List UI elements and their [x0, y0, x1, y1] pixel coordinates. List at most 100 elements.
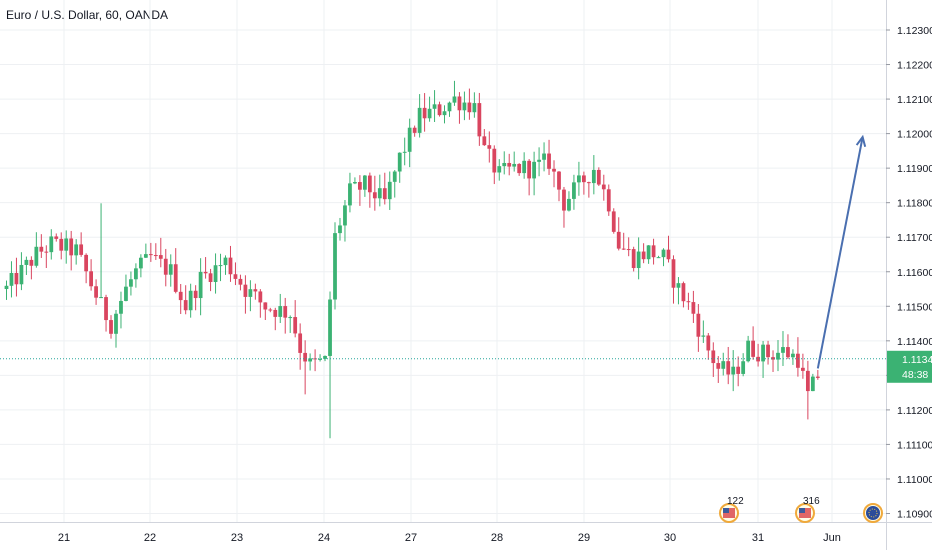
- candle-body: [542, 153, 546, 160]
- candle-body: [507, 162, 512, 167]
- candle-body: [308, 358, 313, 362]
- symbol-title: Euro / U.S. Dollar, 60, OANDA: [6, 8, 169, 22]
- candle-body: [805, 370, 810, 392]
- candle-body: [263, 302, 268, 310]
- candle-body: [104, 297, 108, 321]
- candle-body: [467, 102, 472, 113]
- candle-body: [173, 264, 178, 292]
- candle-body: [367, 175, 372, 193]
- y-tick-label: 1.12100: [897, 94, 932, 106]
- candle-body: [746, 340, 751, 362]
- candle-body: [138, 257, 143, 269]
- candle-body: [392, 171, 397, 182]
- candle-body: [303, 352, 308, 362]
- candle-body: [552, 168, 556, 172]
- candle-body: [766, 344, 770, 358]
- candle-body: [158, 255, 163, 259]
- candle-body: [19, 264, 24, 285]
- candle-body: [208, 273, 213, 282]
- candle-body: [776, 352, 780, 360]
- candle-body: [567, 198, 571, 211]
- candle-body: [796, 353, 800, 368]
- candle-body: [387, 181, 392, 200]
- candle-body: [183, 300, 188, 311]
- candle-body: [810, 376, 815, 392]
- candle-body: [318, 358, 322, 360]
- candle-body: [213, 265, 218, 282]
- candle-body: [168, 264, 173, 275]
- candle-body: [193, 290, 198, 299]
- candle-body: [89, 271, 93, 287]
- candle-body: [397, 152, 402, 172]
- y-tick-label: 1.12000: [897, 129, 932, 141]
- candle-body: [741, 361, 746, 374]
- candle-body: [228, 257, 233, 275]
- candle-body: [153, 255, 158, 257]
- candle-body: [268, 309, 273, 311]
- candle-body: [338, 225, 342, 234]
- x-tick-label: 23: [231, 532, 243, 544]
- price-tag-value: 1.11348: [902, 354, 932, 366]
- candle-body: [353, 182, 357, 184]
- candle-body: [4, 285, 9, 290]
- candle-body: [29, 259, 34, 266]
- candle-body: [532, 161, 536, 179]
- x-tick-label: 22: [144, 532, 156, 544]
- candle-body: [646, 245, 651, 260]
- candle-body: [293, 317, 298, 334]
- candle-body: [621, 248, 626, 250]
- candle-body: [771, 357, 775, 360]
- candle-body: [288, 317, 293, 319]
- candle-body: [681, 283, 686, 302]
- candle-body: [726, 361, 731, 375]
- candle-body: [716, 363, 721, 369]
- candle-body: [49, 236, 54, 253]
- x-tick-label: 27: [405, 532, 417, 544]
- candle-body: [686, 301, 691, 303]
- candle-body: [248, 289, 253, 297]
- candle-body: [333, 233, 337, 300]
- candle-body: [14, 272, 19, 285]
- candle-body: [596, 169, 601, 185]
- candle-body: [203, 271, 208, 274]
- candle-body: [233, 274, 238, 279]
- candle-body: [382, 188, 387, 200]
- candle-body: [557, 171, 561, 190]
- event-count: 316: [803, 496, 820, 507]
- candle-body: [134, 268, 138, 280]
- candle-body: [442, 111, 447, 116]
- candle-body: [562, 189, 566, 211]
- candle-body: [731, 366, 736, 375]
- y-tick-label: 1.11500: [897, 301, 932, 313]
- candle-body: [502, 162, 507, 167]
- candle-body: [482, 136, 487, 146]
- x-tick-label: 24: [318, 532, 330, 544]
- candle-body: [572, 182, 576, 199]
- x-tick-label: 21: [58, 532, 70, 544]
- candle-body: [492, 148, 497, 173]
- candle-body: [253, 289, 258, 292]
- y-tick-label: 1.11600: [897, 267, 932, 279]
- candle-body: [696, 313, 701, 337]
- candle-body: [736, 366, 741, 374]
- x-tick-label: 28: [491, 532, 503, 544]
- candle-body: [223, 257, 228, 266]
- candle-body: [517, 163, 522, 174]
- candle-body: [218, 265, 223, 267]
- candle-body: [477, 103, 482, 137]
- candle-body: [119, 300, 123, 314]
- candle-body: [348, 183, 352, 206]
- candle-body: [522, 160, 527, 174]
- candle-body: [124, 286, 128, 301]
- projection-arrow-line: [816, 136, 864, 369]
- candle-body: [462, 102, 467, 111]
- candle-body: [671, 259, 676, 288]
- price-tag-countdown: 48:38: [902, 369, 928, 381]
- candle-body: [626, 249, 631, 251]
- y-tick-label: 1.10900: [897, 509, 932, 521]
- candle-body: [24, 259, 29, 265]
- candle-body: [402, 151, 407, 153]
- y-tick-label: 1.11000: [897, 474, 932, 486]
